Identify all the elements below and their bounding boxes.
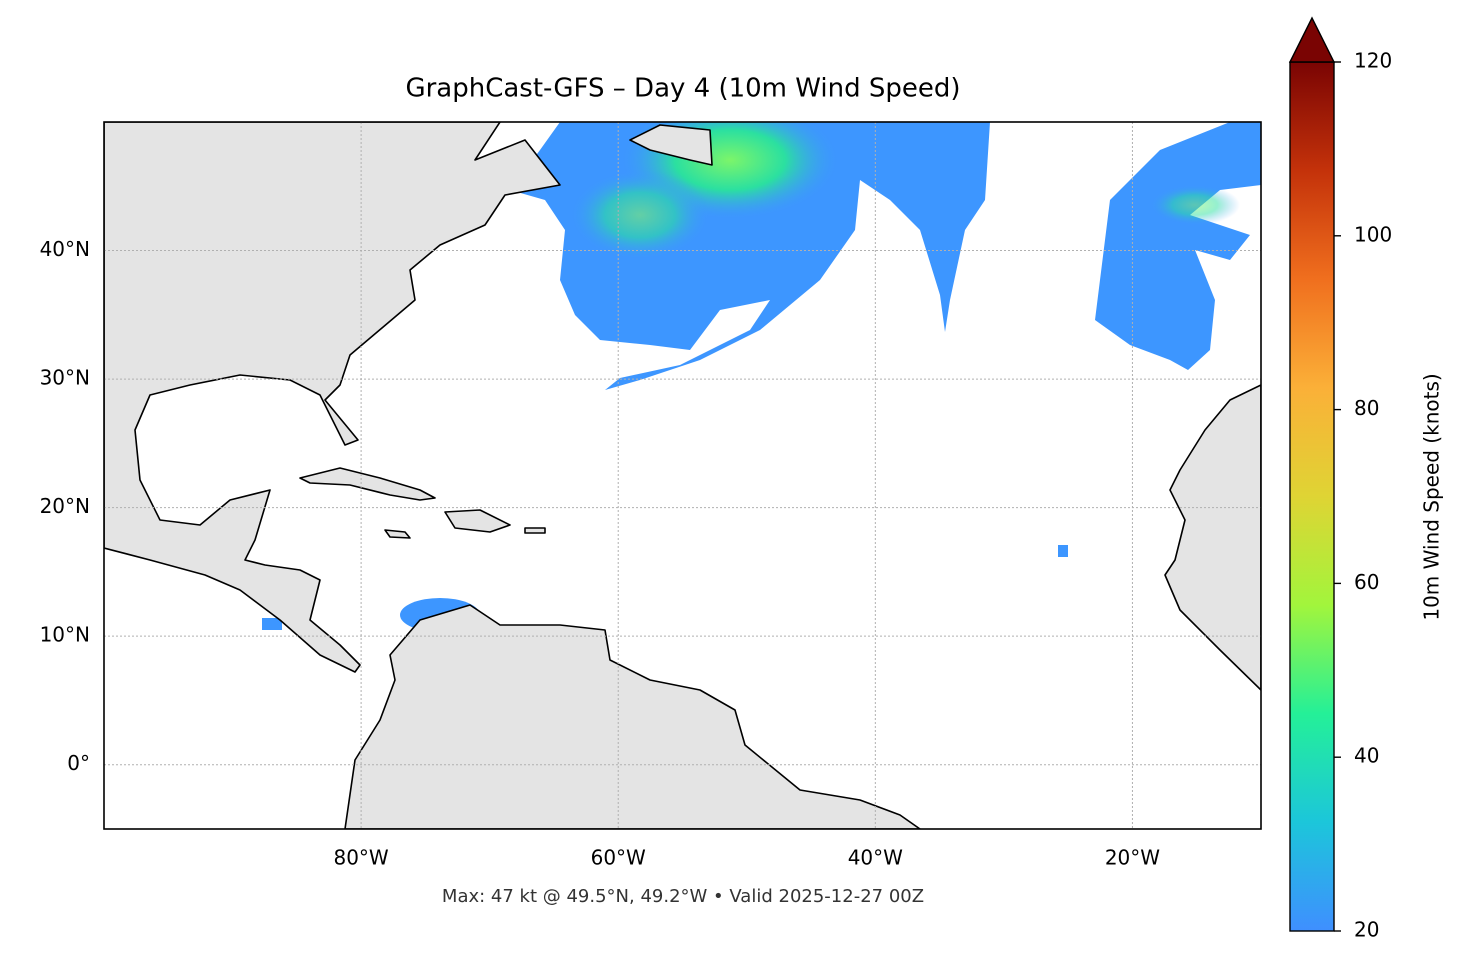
hispaniola — [444, 509, 511, 533]
colorbar-tick-label: 100 — [1354, 222, 1392, 246]
footer-note: Max: 47 kt @ 49.5°N, 49.2°W • Valid 2025… — [442, 886, 924, 907]
y-tick-label: 20°N — [40, 494, 90, 518]
colorbar-extend — [1288, 16, 1336, 63]
wind-patch — [1058, 545, 1068, 557]
gridlines — [104, 122, 1261, 829]
x-tick-label: 40°W — [848, 846, 903, 870]
y-tick-label: 10°N — [40, 623, 90, 647]
x-tick-label: 60°W — [591, 846, 646, 870]
wind-patch — [262, 618, 282, 630]
jamaica — [384, 529, 411, 539]
y-tick-label: 40°N — [40, 237, 90, 261]
map — [104, 122, 1261, 829]
wind-field — [262, 122, 1261, 632]
newfoundland — [629, 124, 713, 166]
colorbar — [1289, 61, 1335, 932]
wind-band — [1150, 185, 1240, 225]
y-tick-label: 0° — [67, 751, 90, 775]
x-tick-label: 20°W — [1105, 846, 1160, 870]
colorbar-label: 10m Wind Speed (knots) — [1420, 373, 1444, 620]
map-frame — [103, 121, 1262, 830]
colorbar-tick-label: 40 — [1354, 744, 1379, 768]
y-tick-label: 30°N — [40, 366, 90, 390]
north-america — [104, 122, 561, 673]
cuba — [299, 467, 436, 501]
chart-title: GraphCast-GFS – Day 4 (10m Wind Speed) — [405, 74, 960, 104]
colorbar-tick-label: 60 — [1354, 570, 1379, 594]
colorbar-tick-label: 120 — [1354, 49, 1392, 73]
wind-band — [570, 170, 710, 260]
colorbar-tick-label: 80 — [1354, 396, 1379, 420]
colorbar-tick-label: 20 — [1354, 918, 1379, 942]
south-america — [344, 604, 921, 829]
land — [104, 122, 1261, 829]
puerto-rico — [524, 527, 546, 534]
wind-patch — [1095, 122, 1261, 370]
x-tick-label: 80°W — [333, 846, 388, 870]
africa — [1164, 384, 1261, 691]
